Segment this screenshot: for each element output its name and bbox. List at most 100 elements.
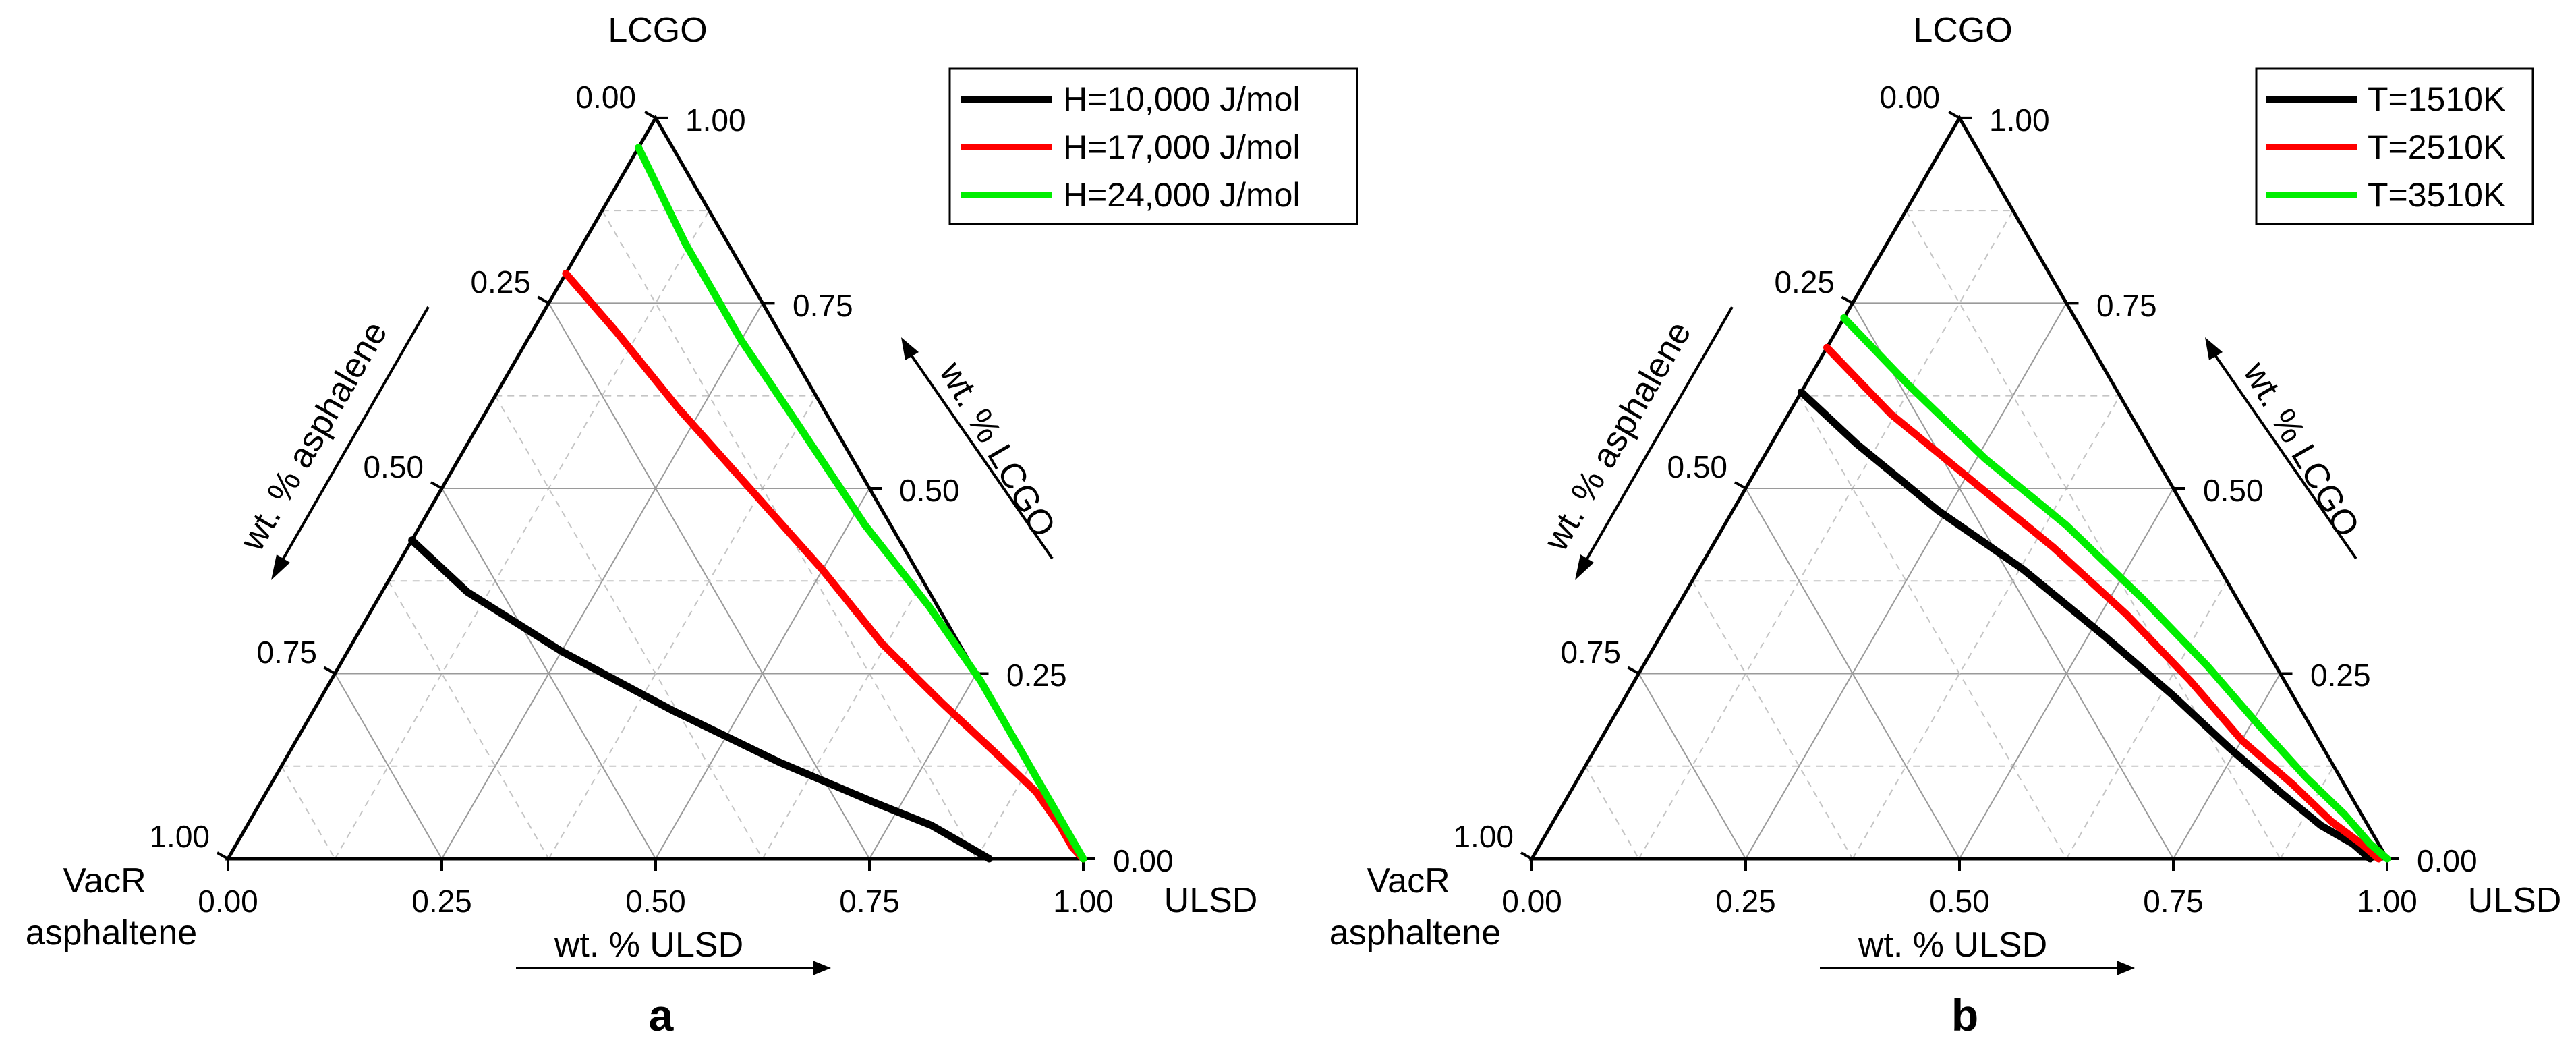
grid-line (762, 580, 924, 859)
right-tick-label: 1.00 (685, 103, 746, 138)
right-axis-title: wt. % LCGO (2235, 355, 2367, 544)
vertex-left-label-line1: VacR (1367, 861, 1450, 901)
right-tick-label: 0.75 (2096, 288, 2157, 323)
bottom-tick-label: 0.75 (839, 884, 900, 919)
legend-entry: H=24,000 J/mol (1063, 176, 1300, 214)
left-axis-arrowhead (271, 554, 290, 580)
triangle-frame (217, 111, 1095, 871)
left-tick-label: 0.00 (1879, 80, 1940, 115)
left-tick-label: 0.50 (363, 449, 424, 484)
series-line (1797, 388, 2374, 863)
right-tick-label: 0.25 (2310, 658, 2371, 693)
grid-line (1798, 395, 2067, 859)
left-ticks: 0.00 0.25 0.50 0.75 1.00 (1453, 80, 1940, 854)
left-tick-mark (1948, 111, 1960, 119)
bottom-tick-label: 0.75 (2143, 884, 2204, 919)
right-axis-arrowhead (901, 337, 919, 360)
right-tick-label: 0.50 (899, 473, 960, 508)
left-tick-mark (1734, 481, 1746, 490)
grid-line (334, 673, 442, 859)
grid-line (1745, 302, 2067, 859)
bottom-tick-label: 0.00 (1501, 884, 1562, 919)
panel-label-b: b (1951, 990, 1978, 1040)
left-tick-label: 0.75 (256, 635, 317, 670)
left-tick-mark (217, 851, 229, 860)
grid-line (1638, 210, 2014, 859)
grid-line (494, 395, 764, 859)
grid-line (2173, 673, 2281, 859)
grid-line (387, 580, 550, 859)
series-line (1840, 314, 2391, 863)
left-tick-mark (1841, 295, 1854, 305)
bottom-axis-arrowhead (813, 961, 831, 975)
grid-line (1745, 488, 1960, 859)
left-tick-label: 1.00 (149, 819, 210, 854)
bottom-ticks: 0.00 0.25 0.50 0.75 1.00 (1501, 884, 2417, 919)
grid-line (334, 210, 710, 859)
legend: H=10,000 J/mol H=17,000 J/mol H=24,000 J… (948, 67, 1358, 225)
left-tick-mark (430, 481, 442, 490)
grid-line (601, 210, 977, 859)
grid-line (2065, 580, 2228, 859)
right-tick-label: 0.50 (2203, 473, 2264, 508)
left-tick-mark (1520, 851, 1533, 860)
grid-line (1691, 580, 1854, 859)
left-tick-label: 0.50 (1667, 449, 1727, 484)
bottom-tick-label: 0.25 (1715, 884, 1776, 919)
vertex-left-label-line2: asphaltene (1329, 913, 1501, 952)
series-line (408, 536, 993, 863)
right-axis-arrowhead (2205, 337, 2223, 360)
left-tick-mark (1627, 666, 1640, 675)
left-tick-label: 0.00 (575, 80, 636, 115)
left-axis-title: wt. % asphalene (1536, 315, 1699, 558)
bottom-tick-label: 1.00 (2357, 884, 2417, 919)
bottom-tick-label: 0.50 (625, 884, 686, 919)
right-tick-label: 0.75 (793, 288, 853, 323)
left-tick-mark (537, 295, 550, 305)
left-tick-label: 1.00 (1453, 819, 1514, 854)
grid-lines (1584, 210, 2335, 859)
bottom-tick-label: 0.50 (1929, 884, 1990, 919)
vertex-top-label: LCGO (608, 11, 707, 50)
grid-line (869, 673, 977, 859)
legend-entry: T=2510K (2368, 128, 2505, 166)
vertex-right-label: ULSD (2468, 881, 2562, 920)
ternary-panel-b: LCGO VacR asphaltene ULSD 0.00 0.25 0.50… (1329, 11, 2562, 1040)
grid-line (281, 766, 336, 859)
grid-line (441, 488, 656, 859)
grid-line (1638, 673, 1746, 859)
vertex-right-label: ULSD (1164, 881, 1258, 920)
series-lines (408, 144, 1087, 863)
left-tick-mark (323, 666, 336, 675)
bottom-axis-title: wt. % ULSD (554, 925, 743, 965)
grid-line (1905, 210, 2281, 859)
legend-entry: H=17,000 J/mol (1063, 128, 1300, 166)
grid-line (655, 488, 870, 859)
panel-label-a: a (649, 990, 675, 1040)
bottom-tick-label: 1.00 (1053, 884, 1114, 919)
bottom-tick-label: 0.25 (411, 884, 472, 919)
right-tick-label: 0.25 (1006, 658, 1067, 693)
right-tick-label: 0.00 (2417, 843, 2478, 878)
grid-line (1959, 488, 2174, 859)
grid-line (441, 302, 764, 859)
triangle-frame (1520, 111, 2399, 871)
left-ticks: 0.00 0.25 0.50 0.75 1.00 (149, 80, 636, 854)
vertex-left-label-line1: VacR (63, 861, 146, 901)
series-line (1823, 343, 2382, 863)
legend-entry: T=3510K (2368, 176, 2505, 214)
legend: T=1510K T=2510K T=3510K (2255, 67, 2534, 225)
grid-line (548, 395, 817, 859)
left-axis-arrow (1580, 306, 1734, 569)
bottom-ticks: 0.00 0.25 0.50 0.75 1.00 (198, 884, 1114, 919)
left-axis-arrow (277, 306, 430, 569)
left-axis-arrowhead (1575, 554, 1594, 580)
left-tick-label: 0.25 (470, 264, 531, 300)
series-line (635, 144, 1087, 863)
grid-line (1852, 395, 2121, 859)
bottom-tick-label: 0.00 (198, 884, 258, 919)
right-tick-label: 0.00 (1113, 843, 1174, 878)
legend-entry: T=1510K (2368, 80, 2505, 118)
ternary-panel-a: LCGO VacR asphaltene ULSD 0.00 0.25 0.50… (26, 11, 1358, 1040)
